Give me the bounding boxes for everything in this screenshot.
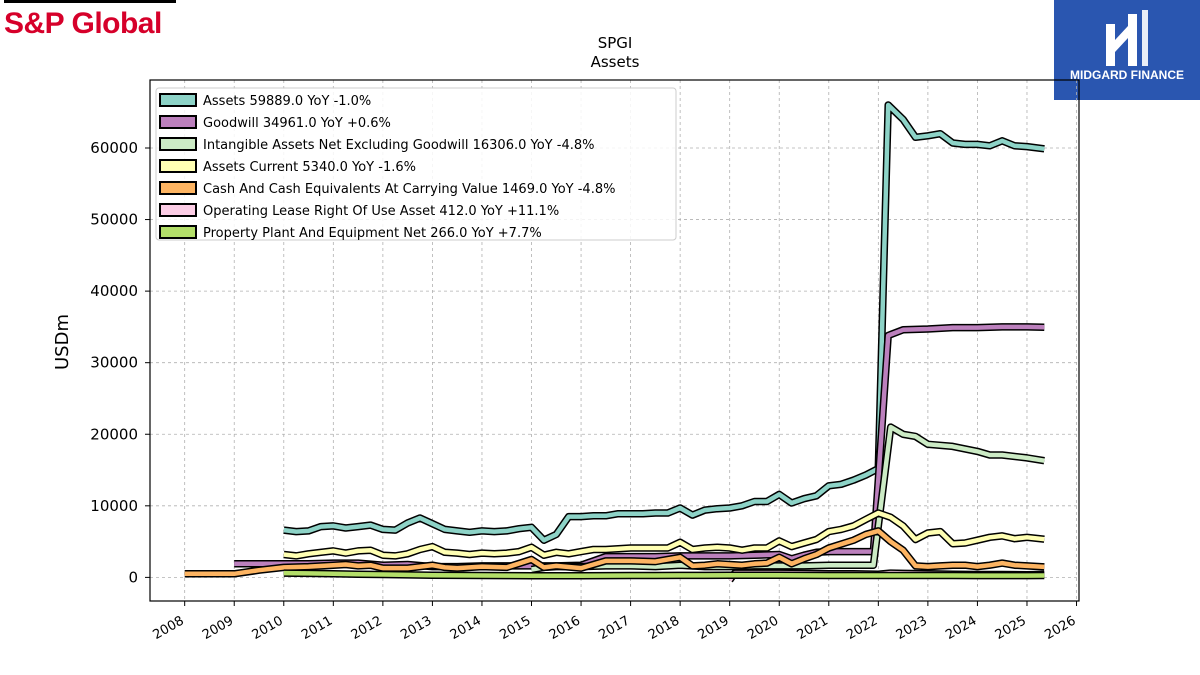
y-tick-label-60000: 60000 <box>90 139 138 157</box>
legend-entry-3: Assets Current 5340.0 YoY -1.6% <box>203 160 416 175</box>
y-axis-label: USDm <box>52 314 73 370</box>
series-2 <box>530 423 1045 574</box>
midgard-emblem-icon <box>1106 10 1148 66</box>
y-tick-label-30000: 30000 <box>90 354 138 372</box>
x-tick-label-2025: 2025 <box>993 613 1029 643</box>
x-tick-label-2012: 2012 <box>349 613 385 643</box>
x-tick-label-2019: 2019 <box>696 613 732 643</box>
x-tick-label-2014: 2014 <box>448 613 484 643</box>
series-line-6 <box>283 570 1045 578</box>
y-tick-label-40000: 40000 <box>90 282 138 300</box>
y-tick-label-10000: 10000 <box>90 497 138 515</box>
series-6 <box>283 569 1045 580</box>
x-tick-label-2026: 2026 <box>1042 613 1078 643</box>
series-line-4 <box>184 528 1045 577</box>
x-tick-label-2009: 2009 <box>200 613 236 643</box>
series-line-3 <box>283 510 1045 559</box>
x-tick-label-2013: 2013 <box>398 613 434 643</box>
legend-frame <box>155 87 677 241</box>
series-4 <box>184 527 1045 578</box>
x-tick-label-2017: 2017 <box>596 613 632 643</box>
legend-entry-6: Property Plant And Equipment Net 266.0 Y… <box>203 226 542 241</box>
x-tick-label-2024: 2024 <box>943 613 979 643</box>
x-tick-label-2015: 2015 <box>497 613 533 643</box>
legend-swatch-1 <box>159 115 197 129</box>
legend-swatch-6 <box>159 225 197 239</box>
x-tick-label-2018: 2018 <box>646 613 682 643</box>
midgard-finance-logo: MIDGARD FINANCE <box>1054 0 1200 100</box>
y-tick-label-20000: 20000 <box>90 425 138 443</box>
series-layer <box>184 101 1045 583</box>
plot-frame <box>149 79 1080 602</box>
series-line-2 <box>531 424 1045 572</box>
x-axis-ticks: 2008 2009 2010 2011 2012 2013 2014 2015 2016 2017… <box>151 601 1079 643</box>
sp-global-wordmark: S&P Global <box>4 7 162 40</box>
x-tick-label-2023: 2023 <box>894 613 930 643</box>
legend-swatch-0 <box>159 93 197 107</box>
x-tick-label-2021: 2021 <box>795 613 831 643</box>
chart-title: SPGI <box>598 34 633 52</box>
x-tick-label-2016: 2016 <box>547 613 583 643</box>
series-line-0 <box>283 102 1045 543</box>
chart-subtitle: Assets <box>591 53 640 71</box>
series-3 <box>283 509 1045 560</box>
x-tick-label-2010: 2010 <box>250 613 286 643</box>
x-tick-label-2008: 2008 <box>151 613 187 643</box>
legend-swatch-2 <box>159 137 197 151</box>
legend-entry-0: Assets 59889.0 YoY -1.0% <box>203 94 371 109</box>
logo-rule <box>4 0 176 3</box>
y-tick-label-0: 0 <box>128 568 138 586</box>
legend-swatch-4 <box>159 181 197 195</box>
legend-entry-5: Operating Lease Right Of Use Asset 412.0… <box>203 204 559 219</box>
x-tick-label-2020: 2020 <box>745 613 781 643</box>
y-tick-label-50000: 50000 <box>90 211 138 229</box>
legend-entry-4: Cash And Cash Equivalents At Carrying Va… <box>203 182 615 197</box>
legend-entry-2: Intangible Assets Net Excluding Goodwill… <box>203 138 594 153</box>
x-tick-label-2011: 2011 <box>299 613 335 643</box>
legend-entry-1: Goodwill 34961.0 YoY +0.6% <box>203 116 391 131</box>
legend: Assets 59889.0 YoY -1.0% Goodwill 34961.0… <box>155 87 677 241</box>
sp-global-logo: S&P Global <box>4 0 176 39</box>
series-0 <box>283 101 1045 544</box>
legend-swatch-3 <box>159 159 197 173</box>
legend-swatch-5 <box>159 203 197 217</box>
y-axis-ticks: 0 10000 20000 30000 40000 50000 60000 <box>90 139 150 586</box>
x-tick-label-2022: 2022 <box>844 613 880 643</box>
midgard-finance-wordmark: MIDGARD FINANCE <box>1070 68 1184 82</box>
